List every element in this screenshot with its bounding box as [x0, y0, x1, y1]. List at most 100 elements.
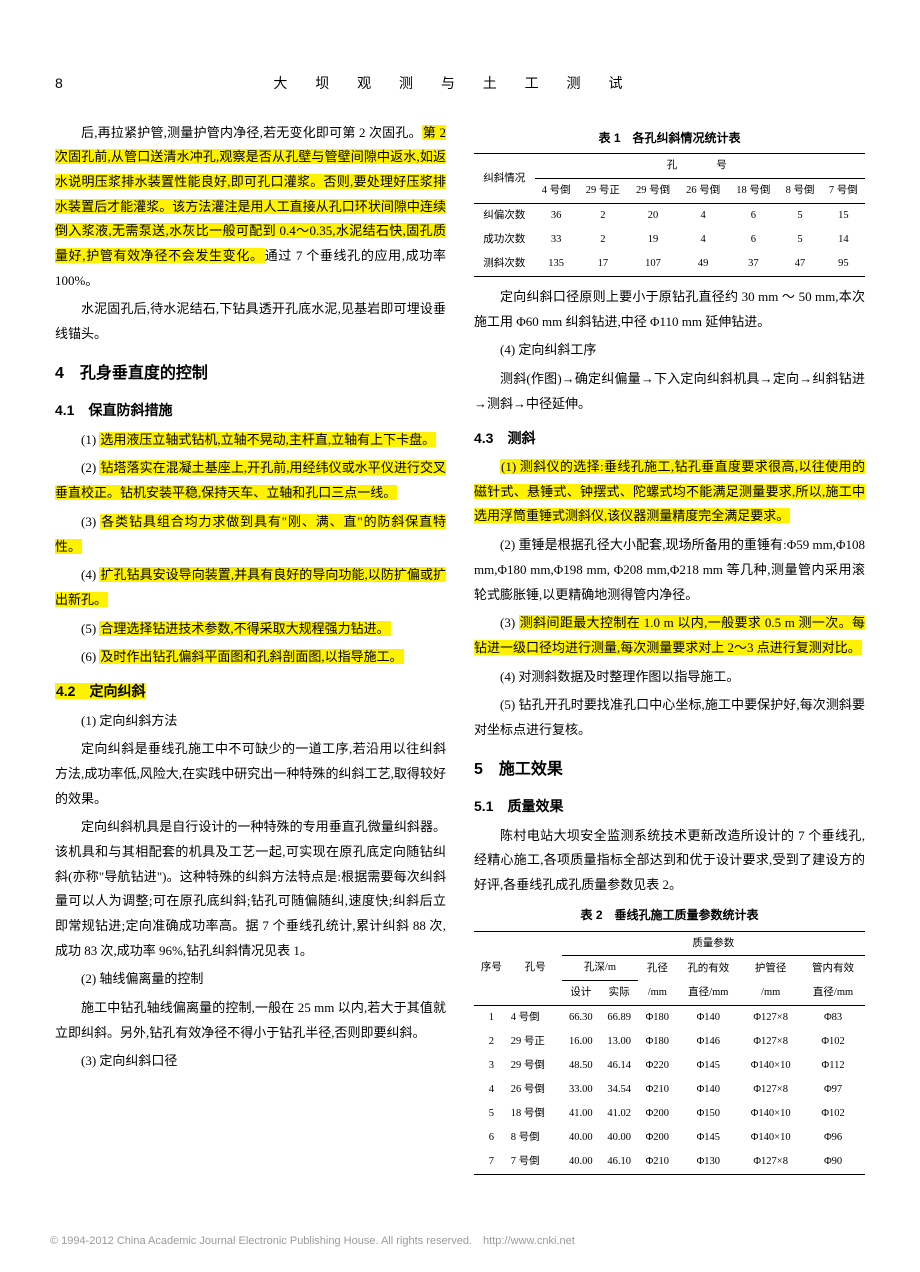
table-cell: 29 号倒 — [509, 1054, 562, 1078]
table-cell: 7 — [474, 1150, 509, 1174]
table-cell: Φ200 — [638, 1102, 676, 1126]
table-cell: Φ96 — [801, 1126, 865, 1150]
highlight: 4.2 定向纠斜 — [55, 683, 146, 699]
t2-sub-mm2: /mm — [740, 981, 801, 1006]
item: (2) 轴线偏离量的控制 — [55, 967, 446, 992]
table-cell: 4 — [474, 1078, 509, 1102]
item: (2) 重锤是根据孔径大小配套,现场所备用的重锤有:Φ59 mm,Φ108 mm… — [474, 533, 865, 607]
t2-col-inner: 管内有效 — [801, 956, 865, 981]
table-cell: 33.00 — [562, 1078, 600, 1102]
heading-4-1: 4.1 保直防斜措施 — [55, 397, 446, 424]
table-cell: 37 — [728, 252, 778, 276]
table-cell: 107 — [628, 252, 678, 276]
table-cell: 2 — [474, 1030, 509, 1054]
heading-4-2: 4.2 定向纠斜 — [55, 678, 446, 705]
highlight: 扩孔钻具安设导向装置,并具有良好的导向功能,以防扩偏或扩出新孔。 — [55, 567, 446, 607]
table-cell: Φ102 — [801, 1102, 865, 1126]
table-cell: 41.02 — [600, 1102, 638, 1126]
item: (2) 钻塔落实在混凝土基座上,开孔前,用经纬仪或水平仪进行交叉垂直校正。钻机安… — [55, 456, 446, 505]
t2-col-eff: 孔的有效 — [676, 956, 740, 981]
table-cell: Φ200 — [638, 1126, 676, 1150]
table-cell: 16.00 — [562, 1030, 600, 1054]
item: (1) 选用液压立轴式钻机,立轴不晃动,主杆直,立轴有上下卡盘。 — [55, 428, 446, 453]
table-cell: Φ140 — [676, 1078, 740, 1102]
table-cell: 13.00 — [600, 1030, 638, 1054]
item: (6) 及时作出钻孔偏斜平面图和孔斜剖面图,以指导施工。 — [55, 645, 446, 670]
table-cell: 40.00 — [562, 1150, 600, 1174]
t1-col-header: 7 号倒 — [822, 179, 865, 204]
table-cell: 3 — [474, 1054, 509, 1078]
table-cell: Φ180 — [638, 1030, 676, 1054]
t1-col-header: 8 号倒 — [778, 179, 821, 204]
table-cell: Φ140×10 — [740, 1102, 801, 1126]
page-number: 8 — [55, 70, 63, 97]
table-cell: Φ97 — [801, 1078, 865, 1102]
table-cell: 2 — [578, 204, 628, 228]
t2-col-dia: 孔径 — [638, 956, 676, 981]
t2-sub-mm1: /mm — [638, 981, 676, 1006]
table-cell: 15 — [822, 204, 865, 228]
para: 定向纠斜口径原则上要小于原钻孔直径约 30 mm ～ 50 mm,本次施工用 Φ… — [474, 285, 865, 334]
table-cell: Φ145 — [676, 1054, 740, 1078]
t1-head-hole: 孔 号 — [535, 154, 865, 179]
table-cell: 49 — [678, 252, 728, 276]
table-cell: 6 — [728, 228, 778, 252]
table-cell: 测斜次数 — [474, 252, 535, 276]
table-cell: 40.00 — [562, 1126, 600, 1150]
left-column: 后,再拉紧护管,测量护管内净径,若无变化即可第 2 次固孔。第 2 次固孔前,从… — [55, 121, 446, 1183]
highlight: 第 2 次固孔前,从管口送清水冲孔,观察是否从孔壁与管壁间隙中返水,如返水说明压… — [55, 125, 446, 263]
table-cell: Φ90 — [801, 1150, 865, 1174]
t1-col-header: 18 号倒 — [728, 179, 778, 204]
table-cell: 4 号倒 — [509, 1006, 562, 1030]
table-cell: Φ210 — [638, 1150, 676, 1174]
highlight: 钻塔落实在混凝土基座上,开孔前,用经纬仪或水平仪进行交叉垂直校正。钻机安装平稳,… — [55, 460, 446, 500]
table-cell: 34.54 — [600, 1078, 638, 1102]
highlight: 合理选择钻进技术参数,不得采取大规程强力钻进。 — [99, 621, 390, 636]
table-cell: 18 号倒 — [509, 1102, 562, 1126]
table-cell: Φ127×8 — [740, 1078, 801, 1102]
table-cell: 41.00 — [562, 1102, 600, 1126]
table-cell: 95 — [822, 252, 865, 276]
highlight: (1) 测斜仪的选择:垂线孔施工,钻孔垂直度要求很高,以往使用的磁针式、悬锤式、… — [474, 459, 865, 523]
table-cell: 5 — [474, 1102, 509, 1126]
table-cell: Φ150 — [676, 1102, 740, 1126]
table-cell: 8 号倒 — [509, 1126, 562, 1150]
table-cell: 5 — [778, 228, 821, 252]
table-cell: Φ210 — [638, 1078, 676, 1102]
table-cell: 4 — [678, 228, 728, 252]
item: (5) 合理选择钻进技术参数,不得采取大规程强力钻进。 — [55, 617, 446, 642]
t1-col-header: 4 号倒 — [535, 179, 578, 204]
table-cell: 46.14 — [600, 1054, 638, 1078]
table-cell: 19 — [628, 228, 678, 252]
right-column: 表 1 各孔纠斜情况统计表 纠斜情况 孔 号 4 号倒29 号正29 号倒26 … — [474, 121, 865, 1183]
table-cell: 66.89 — [600, 1006, 638, 1030]
t2-sub-actual: 实际 — [600, 981, 638, 1006]
table-cell: Φ127×8 — [740, 1150, 801, 1174]
table-cell: 成功次数 — [474, 228, 535, 252]
table-cell: 纠偏次数 — [474, 204, 535, 228]
t1-col-header: 29 号正 — [578, 179, 628, 204]
para: 定向纠斜机具是自行设计的一种特殊的专用垂直孔微量纠斜器。该机具和与其相配套的机具… — [55, 815, 446, 963]
t2-head-params: 质量参数 — [562, 931, 865, 956]
table-cell: 26 号倒 — [509, 1078, 562, 1102]
highlight: 及时作出钻孔偏斜平面图和孔斜剖面图,以指导施工。 — [99, 649, 403, 664]
para: 施工中钻孔轴线偏离量的控制,一般在 25 mm 以内,若大于其值就立即纠斜。另外… — [55, 996, 446, 1045]
heading-4: 4 孔身垂直度的控制 — [55, 359, 446, 389]
t2-col-depth: 孔深/m — [562, 956, 639, 981]
page-header: 8 大 坝 观 测 与 土 工 测 试 — [55, 70, 865, 97]
table-cell: 4 — [678, 204, 728, 228]
table-cell: 7 号倒 — [509, 1150, 562, 1174]
table-cell: 6 — [474, 1126, 509, 1150]
table-cell: 29 号正 — [509, 1030, 562, 1054]
table-cell: 6 — [728, 204, 778, 228]
t2-sub-design: 设计 — [562, 981, 600, 1006]
table-2: 序号 孔号 质量参数 孔深/m 孔径 孔的有效 护管径 管内有效 设计 实际 /… — [474, 931, 865, 1175]
table-cell: Φ220 — [638, 1054, 676, 1078]
page-title: 大 坝 观 测 与 土 工 测 试 — [273, 70, 634, 97]
item: (3) 测斜间距最大控制在 1.0 m 以内,一般要求 0.5 m 测一次。每钻… — [474, 611, 865, 660]
item: (5) 钻孔开孔时要找准孔口中心坐标,施工中要保护好,每次测斜要对坐标点进行复核… — [474, 693, 865, 742]
item: (4) 扩孔钻具安设导向装置,并具有良好的导向功能,以防扩偏或扩出新孔。 — [55, 563, 446, 612]
item: (4) 定向纠斜工序 — [474, 338, 865, 363]
table1-caption: 表 1 各孔纠斜情况统计表 — [474, 127, 865, 150]
t2-col-casing: 护管径 — [740, 956, 801, 981]
